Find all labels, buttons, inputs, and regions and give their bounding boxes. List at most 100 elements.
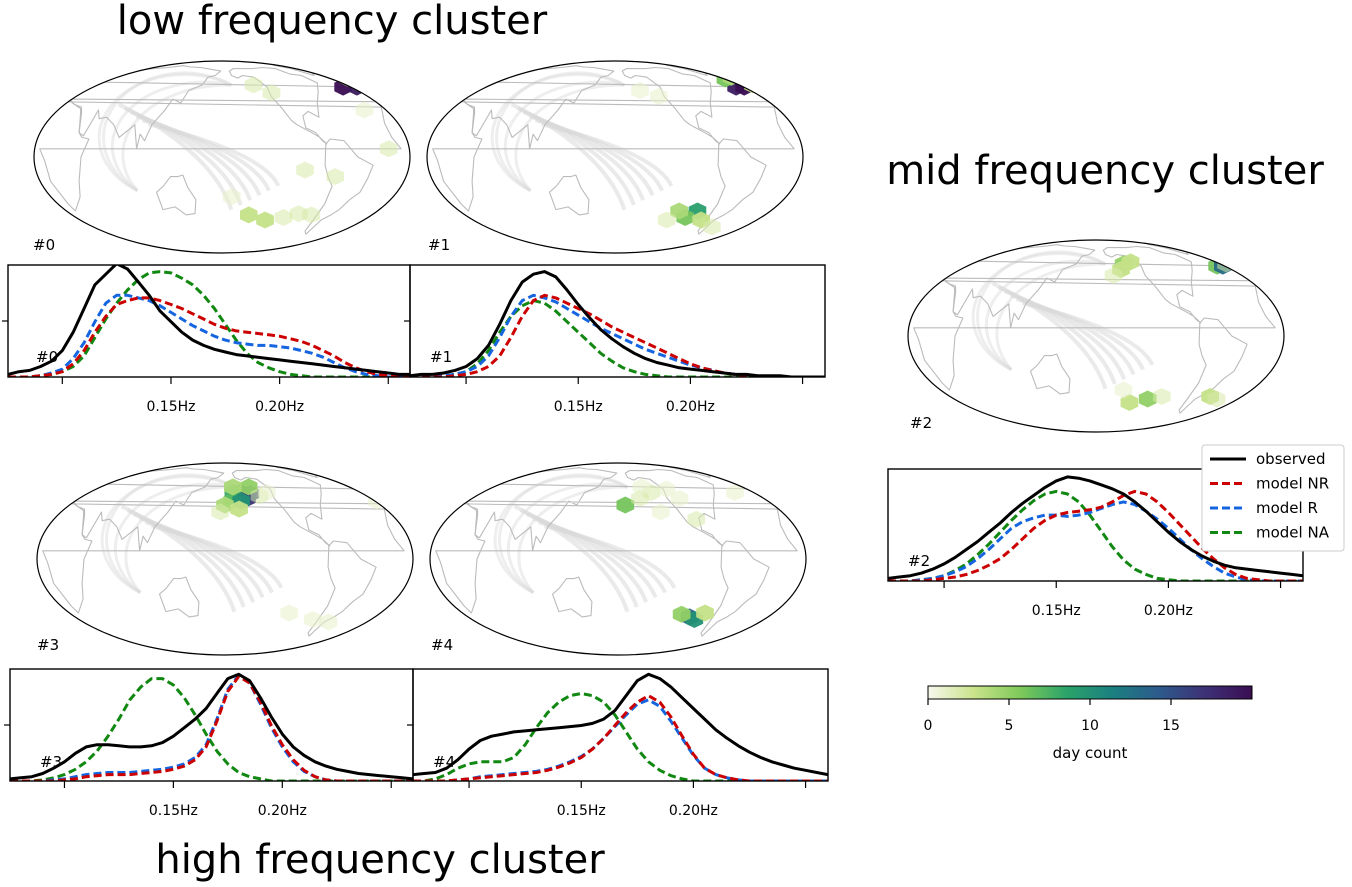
land-outline — [42, 501, 405, 614]
chart-label: #3 — [40, 753, 62, 771]
series-line-model-na — [8, 270, 410, 377]
map-cluster-4: #4 — [429, 462, 807, 656]
hex-bin — [650, 88, 668, 105]
plot-area — [10, 672, 413, 781]
x-tick-label: 0.15Hz — [557, 803, 606, 819]
hex-bin — [319, 613, 338, 631]
series-line-model-nr — [10, 675, 413, 781]
low-cluster-title: low frequency cluster — [117, 0, 548, 44]
series-line-model-r — [413, 698, 828, 781]
map-content — [427, 61, 803, 253]
land-outline — [1029, 353, 1071, 395]
land-outline — [435, 501, 798, 614]
spectrum-chart-cluster-1: 0.15Hz 0.20Hz #1 — [409, 264, 826, 415]
chart-frame — [412, 668, 829, 782]
x-tick-label: 0.20Hz — [666, 399, 715, 415]
colorbar-gradient — [927, 685, 1253, 700]
wave-path — [102, 71, 233, 192]
map-cluster-3: #3 — [36, 462, 414, 656]
series-line-model-nr — [413, 694, 828, 781]
hex-bin — [256, 211, 274, 229]
hex-bin — [696, 604, 714, 622]
series-line-model-na — [10, 677, 413, 781]
land-outline — [551, 576, 593, 618]
colorbar: day count 0 5 10 15 — [924, 685, 1253, 762]
legend-frame — [1201, 444, 1345, 552]
hex-bin — [1138, 390, 1157, 408]
map-frame — [36, 462, 414, 656]
land-outline — [697, 138, 767, 235]
series-line-model-na — [410, 299, 825, 377]
map-label: #0 — [33, 236, 55, 254]
hex-bin — [651, 503, 670, 521]
series-line-observed — [413, 672, 828, 777]
x-tick-label: 0.15Hz — [146, 399, 195, 415]
x-tick-label: 0.20Hz — [258, 803, 307, 819]
hex-bin — [670, 490, 689, 507]
legend-label-model-r: model R — [1256, 499, 1318, 517]
map-frame — [907, 239, 1285, 433]
map-label: #4 — [431, 636, 453, 654]
hex-bin — [280, 604, 298, 622]
hex-bin — [1114, 381, 1133, 399]
land-outline — [39, 99, 402, 212]
hex-bin — [244, 76, 263, 94]
series-line-observed — [10, 672, 413, 781]
wave-path — [148, 122, 281, 187]
hex-bin — [230, 500, 248, 518]
hex-bin — [616, 496, 635, 514]
hex-bin — [211, 503, 230, 521]
map-label: #2 — [910, 414, 932, 432]
land-outline — [548, 174, 590, 216]
chart-frame — [9, 668, 414, 782]
hex-bin — [703, 218, 721, 236]
map-content — [430, 463, 806, 655]
wave-path — [124, 485, 235, 594]
mid-cluster-title: mid frequency cluster — [886, 148, 1324, 194]
land-outline — [155, 174, 197, 216]
legend-label-observed: observed — [1256, 450, 1326, 468]
series-line-model-na — [413, 692, 828, 781]
wave-path — [984, 259, 1106, 371]
map-cluster-1: #1 — [426, 60, 804, 254]
spectrum-chart-cluster-4: 0.15Hz 0.20Hz #4 — [412, 668, 829, 819]
hex-bin — [379, 140, 398, 158]
chart-label: #4 — [433, 753, 455, 771]
chart-frame — [409, 264, 826, 378]
colorbar-label: day count — [1053, 744, 1128, 762]
hex-bin — [296, 161, 314, 179]
wave-path — [544, 524, 677, 589]
series-line-model-nr — [8, 296, 410, 377]
series-line-model-r — [410, 293, 825, 377]
hex-bin — [355, 101, 374, 119]
series-line-observed — [8, 265, 410, 376]
hex-bin — [257, 484, 276, 501]
wave-path — [517, 485, 628, 594]
hex-bin — [670, 202, 688, 220]
hex-bin — [222, 188, 241, 206]
colorbar-tick-label: 0 — [924, 718, 933, 734]
hex-bin — [224, 478, 242, 496]
wave-path — [121, 83, 232, 192]
wave-path — [514, 83, 625, 192]
map-frame — [426, 60, 804, 254]
land-outline — [158, 576, 200, 618]
series-line-model-r — [888, 500, 1303, 581]
wave-path — [503, 80, 625, 192]
hex-bin — [632, 478, 651, 496]
x-tick-label: 0.15Hz — [1032, 603, 1081, 619]
colorbar-tick-label: 5 — [1005, 718, 1014, 734]
hex-bin — [304, 611, 322, 628]
hex-bin — [1207, 390, 1226, 408]
wave-path — [976, 250, 1107, 371]
map-label: #1 — [428, 236, 450, 254]
chart-frame — [7, 264, 411, 378]
series-line-model-nr — [888, 489, 1303, 581]
wave-path — [113, 482, 235, 594]
hex-bin — [1120, 394, 1139, 411]
high-cluster-title: high frequency cluster — [155, 837, 605, 883]
series-line-observed — [410, 270, 825, 377]
hex-bin — [240, 206, 258, 224]
chart-label: #2 — [908, 552, 930, 570]
